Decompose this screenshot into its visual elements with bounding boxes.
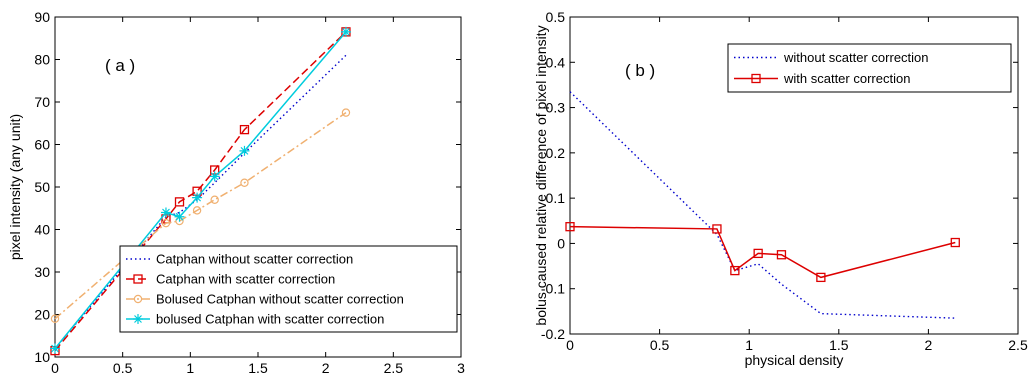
legend-entry: Catphan with scatter correction (156, 272, 335, 287)
x-tick-label: 2.5 (384, 360, 404, 373)
legend-box (119, 245, 458, 333)
y-tick-label: 40 (34, 222, 50, 238)
legend-marker (133, 274, 143, 284)
x-tick-label: 0.5 (650, 337, 670, 353)
y-tick-label: 50 (34, 179, 50, 195)
y-tick-label: 0.5 (546, 9, 566, 25)
y-tick-label: 0 (557, 235, 565, 251)
chart-b: 0 0.5 1 1.5 2 2.5 -0.2 -0.1 0 0.1 0.2 0.3 0.4 0.5 phys… (533, 9, 1028, 368)
data-point (210, 195, 219, 204)
x-tick-label: 0 (566, 337, 574, 353)
legend-entry: with scatter correction (783, 71, 910, 86)
y-tick-label: 20 (34, 307, 50, 323)
data-point (816, 272, 826, 283)
legend-entry: Bolused Catphan without scatter correcti… (156, 292, 404, 307)
data-point (174, 197, 185, 207)
series-line (569, 91, 956, 319)
legend-entry: bolused Catphan with scatter correction (156, 312, 384, 327)
x-tick-label: 1.5 (248, 360, 268, 373)
y-axis-label: bolus caused relative difference of pixe… (533, 25, 549, 325)
legend-entry: Catphan without scatter correction (156, 252, 353, 267)
data-point (340, 26, 351, 37)
legend-box (727, 43, 1012, 93)
y-tick-label: 0.1 (546, 190, 566, 206)
plot-area (569, 16, 1019, 335)
panel-label: ( a ) (105, 56, 135, 75)
data-point (161, 218, 171, 228)
y-tick-label: 80 (34, 52, 50, 68)
x-tick-label: 1 (745, 337, 753, 353)
y-tick-label: 30 (34, 264, 50, 280)
x-tick-label: 0 (51, 360, 59, 373)
data-point (341, 108, 351, 117)
data-point (239, 124, 250, 135)
y-tick-label: 0.2 (546, 145, 566, 161)
x-tick-label: 3 (457, 360, 465, 373)
series-line (54, 31, 347, 352)
data-point (776, 250, 787, 260)
chart-a: 00.511.522.53102030405060708090physical … (7, 9, 465, 373)
legend-marker (133, 314, 143, 324)
x-tick-label: 1.5 (829, 337, 849, 353)
x-tick-label: 2.5 (1008, 337, 1028, 353)
legend-marker (133, 294, 143, 304)
series-line (569, 225, 956, 279)
y-tick-label: 70 (34, 94, 50, 110)
data-point (174, 211, 185, 222)
data-point (240, 178, 249, 187)
data-point (950, 237, 960, 248)
legend-marker (751, 73, 761, 84)
x-tick-label: 0.5 (113, 360, 133, 373)
data-point (239, 145, 250, 156)
data-point (50, 314, 60, 323)
data-point (50, 343, 60, 354)
data-point (565, 222, 575, 232)
x-tick-label: 2 (322, 360, 330, 373)
y-tick-label: 0.4 (546, 54, 566, 70)
y-tick-label: 0.3 (546, 100, 566, 116)
data-point (712, 224, 722, 234)
y-tick-label: 90 (34, 9, 50, 25)
data-point (730, 265, 740, 276)
legend-entry: without scatter correction (783, 50, 929, 65)
y-tick-label: -0.1 (541, 281, 565, 297)
data-point (192, 192, 203, 203)
y-tick-label: -0.2 (541, 326, 565, 342)
y-tick-label: 60 (34, 137, 50, 153)
x-axis-label: physical density (745, 352, 844, 368)
data-point (160, 207, 171, 218)
series-line (54, 112, 347, 320)
x-tick-label: 2 (925, 337, 933, 353)
y-tick-label: 10 (34, 349, 50, 365)
data-point (192, 206, 202, 215)
y-axis-label: pixel intensity (any unit) (7, 114, 23, 260)
panel-label: ( b ) (625, 61, 655, 80)
data-point (209, 171, 220, 182)
x-tick-label: 1 (186, 360, 194, 373)
data-point (753, 248, 763, 259)
